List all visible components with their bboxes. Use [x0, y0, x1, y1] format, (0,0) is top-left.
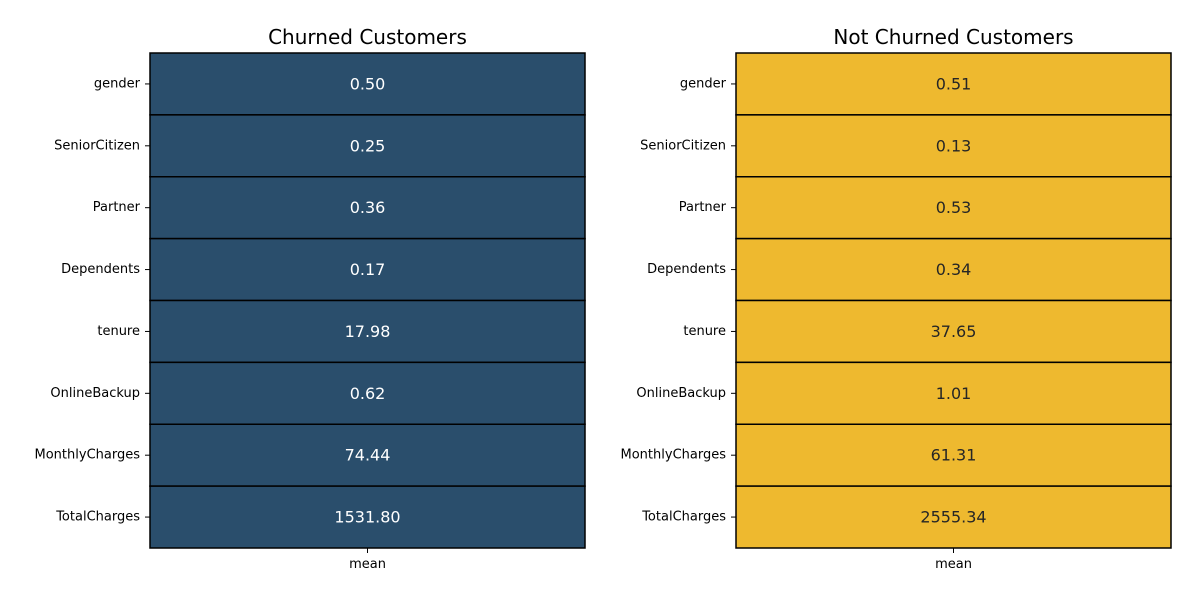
cell-value-label: 0.36: [350, 198, 386, 217]
heatmap-cell-seniorcitizen: [735, 114, 1172, 178]
heatmap-cell-monthlycharges: [735, 423, 1172, 487]
cell-value-label: 0.51: [936, 74, 972, 93]
y-tick-label: tenure: [97, 324, 140, 339]
cell-value-label: 61.31: [931, 446, 977, 465]
heatmap-cell-partner: [735, 176, 1172, 240]
cell-value-label: 0.53: [936, 198, 972, 217]
x-tick-label: mean: [349, 557, 386, 572]
heatmap-cell-onlinebackup: [735, 361, 1172, 425]
cell-value-label: 0.17: [350, 260, 386, 279]
y-tick-label: gender: [680, 76, 727, 91]
heatmap-panel-not-churned-customers: Not Churned Customers 0.51 gender 0.13 Senio…: [621, 25, 1172, 572]
y-tick-label: MonthlyCharges: [621, 448, 727, 463]
heatmap-panel-churned-customers: Churned Customers 0.50 gender 0.25 SeniorCit…: [35, 25, 586, 572]
y-tick-label: SeniorCitizen: [640, 138, 726, 153]
y-tick-label: SeniorCitizen: [54, 138, 140, 153]
cell-value-label: 0.62: [350, 384, 386, 403]
heatmap-cell-onlinebackup: [149, 361, 586, 425]
cell-value-label: 74.44: [345, 446, 391, 465]
cell-value-label: 0.50: [350, 74, 386, 93]
y-tick-label: tenure: [683, 324, 726, 339]
cell-value-label: 0.25: [350, 136, 386, 155]
y-tick-label: Partner: [93, 200, 141, 215]
y-tick-label: TotalCharges: [55, 510, 140, 525]
cell-value-label: 1531.80: [334, 508, 400, 527]
heatmap-cell-monthlycharges: [149, 423, 586, 487]
heatmap-cell-tenure: [735, 299, 1172, 364]
cell-value-label: 2555.34: [920, 508, 986, 527]
heatmap-cell-gender: [149, 52, 586, 116]
y-tick-label: OnlineBackup: [50, 386, 140, 401]
y-tick-label: TotalCharges: [641, 510, 726, 525]
chart-title: Churned Customers: [268, 25, 467, 49]
chart-title: Not Churned Customers: [833, 25, 1073, 49]
y-tick-label: Partner: [679, 200, 727, 215]
y-tick-label: MonthlyCharges: [35, 448, 141, 463]
heatmap-cell-seniorcitizen: [149, 114, 586, 178]
heatmap-cell-totalcharges: [735, 485, 1172, 549]
cell-value-label: 0.34: [936, 260, 972, 279]
cell-value-label: 0.13: [936, 136, 972, 155]
y-tick-label: OnlineBackup: [636, 386, 726, 401]
heatmap-cell-gender: [735, 52, 1172, 116]
x-tick-label: mean: [935, 557, 972, 572]
cell-value-label: 37.65: [931, 322, 977, 341]
y-tick-label: Dependents: [61, 262, 140, 277]
y-tick-label: Dependents: [647, 262, 726, 277]
cell-value-label: 1.01: [936, 384, 972, 403]
y-tick-label: gender: [94, 76, 141, 91]
cell-value-label: 17.98: [345, 322, 391, 341]
